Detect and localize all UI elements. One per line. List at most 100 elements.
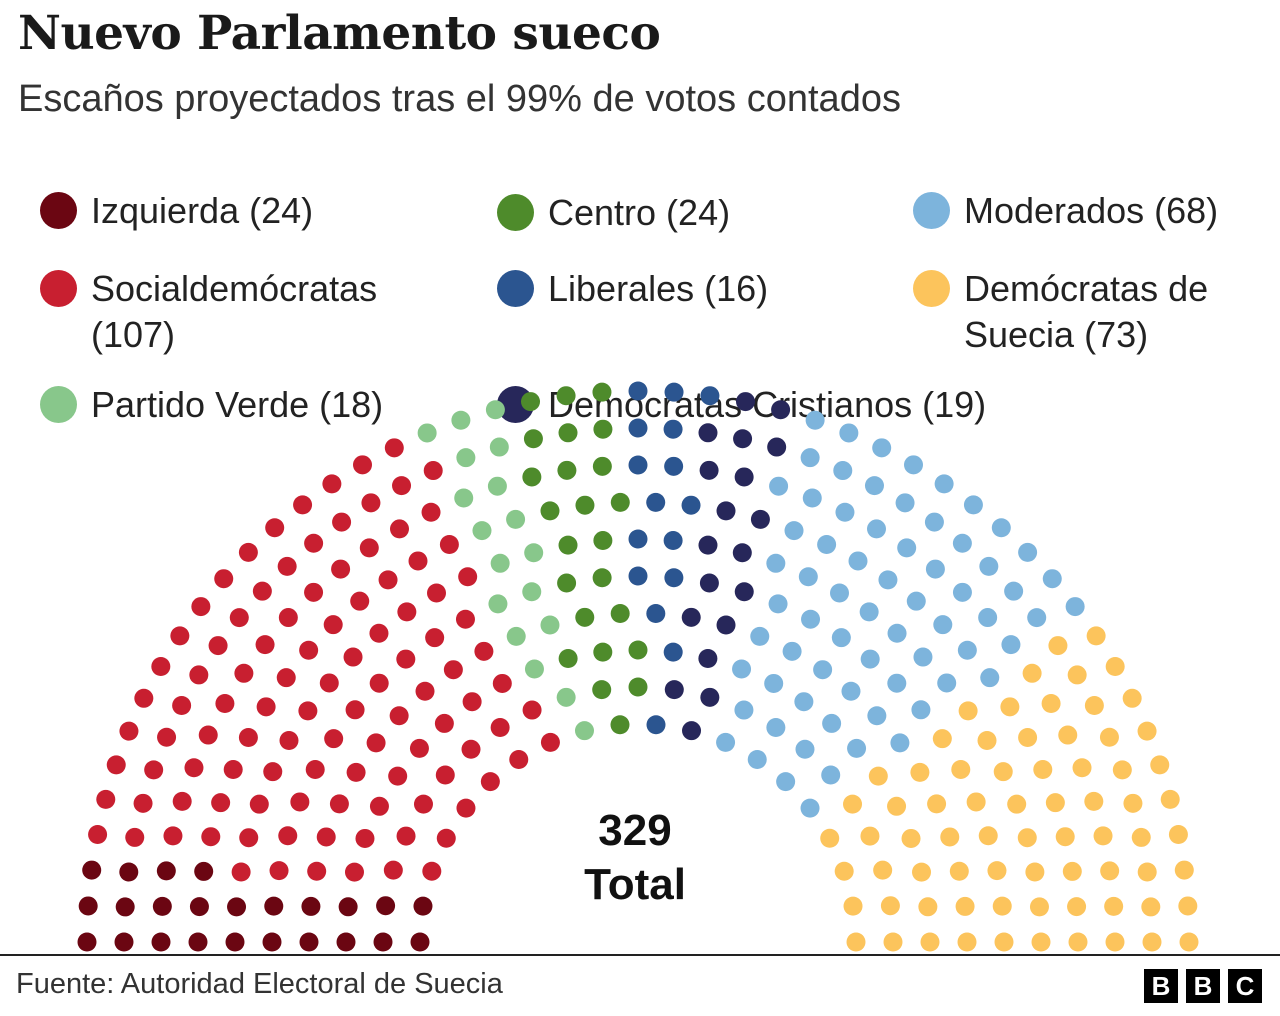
seat-socialdemócratas: [304, 582, 324, 602]
seat-partido-verde: [456, 448, 476, 468]
seat-izquierda: [301, 896, 321, 916]
seat-socialdemócratas: [276, 668, 296, 688]
seat-demócratas-de-suecia: [1067, 897, 1087, 917]
seat-moderados: [766, 553, 786, 573]
seat-socialdemócratas: [88, 825, 108, 845]
seat-demócratas-de-suecia: [940, 827, 960, 847]
seat-socialdemócratas: [350, 591, 370, 611]
seat-socialdemócratas: [490, 717, 510, 737]
seat-izquierda: [82, 860, 102, 880]
seat-moderados: [813, 660, 833, 680]
seat-moderados: [784, 521, 804, 541]
seat-demócratas-de-suecia: [843, 794, 863, 814]
seat-socialdemócratas: [355, 828, 375, 848]
bbc-logo: B B C: [1144, 969, 1262, 1003]
seat-socialdemócratas: [316, 827, 336, 847]
seat-demócratas-cristianos: [698, 648, 718, 668]
seat-moderados: [878, 570, 898, 590]
seat-moderados: [859, 602, 879, 622]
seat-partido-verde: [485, 400, 505, 420]
seat-partido-verde: [451, 410, 471, 430]
seat-moderados: [764, 673, 784, 693]
seat-demócratas-de-suecia: [1033, 760, 1053, 780]
seat-socialdemócratas: [461, 739, 481, 759]
seat-socialdemócratas: [231, 862, 251, 882]
seat-demócratas-de-suecia: [887, 796, 907, 816]
seat-demócratas-de-suecia: [978, 826, 998, 846]
seat-moderados: [1027, 608, 1047, 628]
seat-moderados: [979, 556, 999, 576]
seat-moderados: [716, 732, 736, 752]
seat-partido-verde: [556, 687, 576, 707]
seat-socialdemócratas: [238, 542, 258, 562]
seat-moderados: [991, 518, 1011, 538]
seat-liberales: [664, 568, 684, 588]
seat-socialdemócratas: [293, 495, 313, 515]
seat-liberales: [628, 566, 648, 586]
seat-moderados: [978, 608, 998, 628]
seat-socialdemócratas: [229, 608, 249, 628]
seat-moderados: [952, 533, 972, 553]
seat-demócratas-de-suecia: [955, 896, 975, 916]
seat-demócratas-cristianos: [732, 543, 752, 563]
legend-swatch: [40, 386, 77, 423]
seat-demócratas-de-suecia: [1068, 932, 1088, 952]
seat-izquierda: [151, 932, 171, 952]
logo-letter: B: [1186, 969, 1220, 1003]
seat-demócratas-de-suecia: [1084, 791, 1104, 811]
seat-demócratas-de-suecia: [1022, 663, 1042, 683]
seat-socialdemócratas: [278, 608, 298, 628]
seat-demócratas-de-suecia: [957, 932, 977, 952]
seat-socialdemócratas: [214, 569, 234, 589]
seat-izquierda: [264, 896, 284, 916]
seat-socialdemócratas: [252, 581, 272, 601]
seat-socialdemócratas: [324, 729, 344, 749]
legend-item-democratas-de-suecia: Demócratas de Suecia (73): [913, 266, 1253, 358]
seat-liberales: [646, 603, 666, 623]
total-seats: 329 Total: [540, 804, 730, 912]
seat-demócratas-de-suecia: [1123, 793, 1143, 813]
seat-demócratas-cristianos: [771, 400, 791, 420]
legend-label: Demócratas Cristianos (19): [548, 384, 987, 425]
seat-demócratas-de-suecia: [1048, 636, 1068, 656]
seat-socialdemócratas: [211, 793, 231, 813]
seat-demócratas-cristianos: [681, 607, 701, 627]
seat-demócratas-de-suecia: [820, 828, 840, 848]
seat-moderados: [830, 583, 849, 603]
seat-socialdemócratas: [304, 533, 324, 553]
seat-socialdemócratas: [369, 623, 389, 643]
logo-letter: B: [1144, 969, 1178, 1003]
seat-moderados: [933, 615, 953, 635]
seat-demócratas-de-suecia: [873, 860, 893, 880]
seat-socialdemócratas: [492, 673, 512, 693]
seat-demócratas-de-suecia: [1141, 897, 1161, 917]
seat-socialdemócratas: [353, 455, 372, 475]
seat-demócratas-de-suecia: [901, 828, 921, 848]
seat-demócratas-de-suecia: [1017, 828, 1037, 848]
seat-socialdemócratas: [332, 512, 352, 532]
seat-demócratas-de-suecia: [843, 896, 863, 916]
seat-socialdemócratas: [255, 635, 275, 655]
seat-socialdemócratas: [390, 519, 409, 539]
legend-item-democratas-cristianos: Demócratas Cristianos (19): [497, 382, 1097, 428]
seat-centro: [521, 392, 541, 412]
seat-liberales: [664, 382, 684, 402]
seat-socialdemócratas: [480, 772, 500, 792]
seat-moderados: [1042, 569, 1062, 589]
legend-item-partido-verde: Partido Verde (18): [40, 382, 460, 428]
seat-socialdemócratas: [298, 701, 318, 721]
seat-demócratas-de-suecia: [992, 896, 1012, 916]
seat-moderados: [937, 673, 957, 693]
seat-socialdemócratas: [157, 727, 177, 747]
seat-demócratas-de-suecia: [1137, 862, 1157, 882]
seat-moderados: [768, 594, 788, 614]
seat-moderados: [821, 765, 841, 785]
seat-socialdemócratas: [413, 794, 433, 814]
legend-item-izquierda: Izquierda (24): [40, 188, 460, 234]
legend-swatch: [913, 270, 950, 307]
seat-izquierda: [225, 932, 245, 952]
seat-demócratas-cristianos: [698, 423, 718, 443]
seat-socialdemócratas: [389, 706, 409, 726]
seat-liberales: [663, 419, 683, 439]
